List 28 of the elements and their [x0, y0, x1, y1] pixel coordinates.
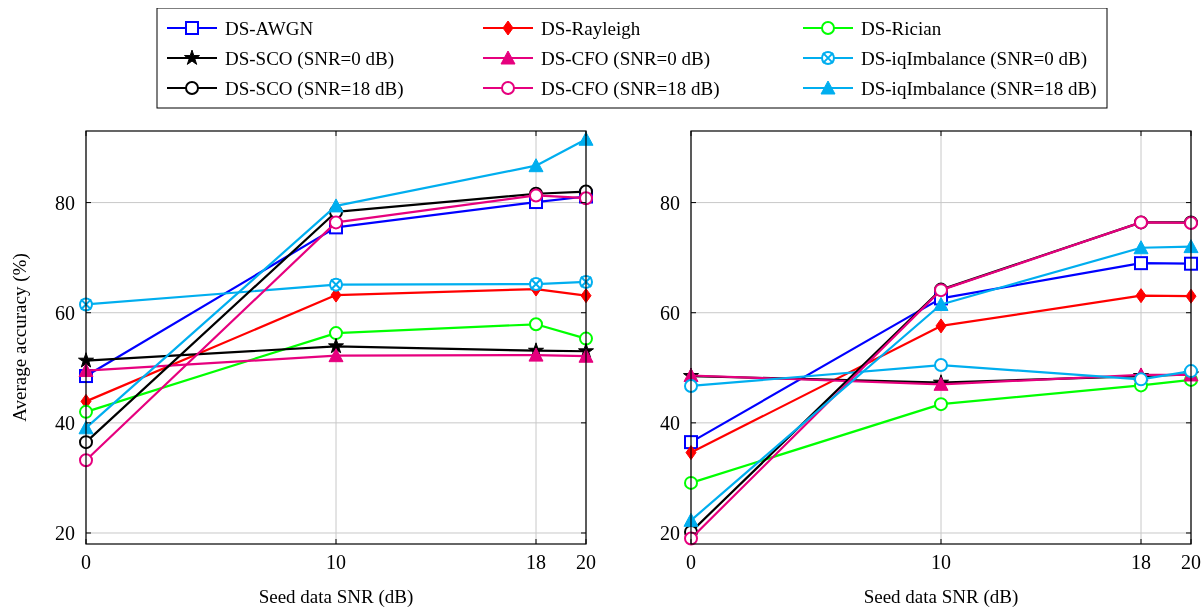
y-tick-label: 40: [55, 411, 75, 434]
x-tick-label: 20: [1181, 551, 1201, 573]
x-axis-title: Seed data SNR (dB): [863, 586, 1019, 608]
legend-label: DS-iqImbalance (SNR=0 dB): [861, 48, 1088, 70]
y-tick-label: 20: [660, 521, 680, 544]
x-axis-title: Seed data SNR (dB): [258, 586, 414, 608]
y-axis-title: Average accuracy (%): [9, 253, 31, 422]
y-tick-label: 40: [660, 411, 680, 434]
y-tick-label: 20: [55, 521, 75, 544]
x-tick-label: 0: [81, 551, 91, 573]
x-tick-label: 20: [576, 551, 596, 573]
legend-label: DS-CFO (SNR=18 dB): [541, 78, 720, 100]
x-tick-label: 10: [931, 551, 951, 573]
x-tick-label: 18: [526, 551, 546, 573]
x-tick-label: 18: [1131, 551, 1151, 573]
legend-label: DS-Rayleigh: [541, 18, 641, 39]
legend-label: DS-Rician: [861, 18, 942, 39]
legend-label: DS-SCO (SNR=18 dB): [225, 78, 404, 100]
y-tick-label: 80: [660, 191, 680, 214]
legend-label: DS-CFO (SNR=0 dB): [541, 48, 711, 70]
x-tick-label: 0: [686, 551, 696, 573]
y-tick-label: 60: [55, 301, 75, 324]
x-tick-label: 10: [326, 551, 346, 573]
y-tick-label: 60: [660, 301, 680, 324]
legend-label: DS-iqImbalance (SNR=18 dB): [861, 78, 1097, 100]
legend-label: DS-SCO (SNR=0 dB): [225, 48, 395, 70]
y-tick-label: 80: [55, 191, 75, 214]
legend-label: DS-AWGN: [225, 18, 314, 39]
